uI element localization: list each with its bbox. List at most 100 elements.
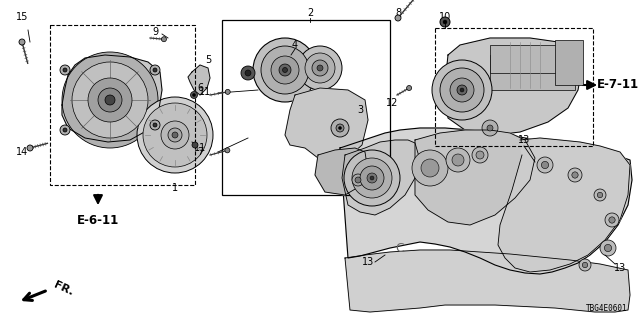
Circle shape — [421, 159, 439, 177]
Text: 10: 10 — [439, 12, 451, 22]
Circle shape — [191, 92, 198, 99]
Circle shape — [367, 173, 377, 183]
Text: 9: 9 — [152, 27, 158, 37]
Polygon shape — [315, 148, 367, 195]
Circle shape — [331, 119, 349, 137]
Bar — [490, 55, 575, 90]
Circle shape — [450, 78, 474, 102]
Circle shape — [579, 259, 591, 271]
Circle shape — [161, 121, 189, 149]
Circle shape — [253, 38, 317, 102]
Text: 2: 2 — [307, 8, 313, 18]
Circle shape — [360, 166, 384, 190]
Circle shape — [541, 161, 548, 169]
Circle shape — [98, 88, 122, 112]
Bar — [222, 20, 390, 195]
Circle shape — [355, 177, 361, 183]
Circle shape — [440, 17, 450, 27]
Circle shape — [63, 68, 67, 72]
Text: 5: 5 — [205, 55, 211, 65]
Circle shape — [137, 97, 213, 173]
Circle shape — [192, 142, 198, 148]
Circle shape — [168, 128, 182, 142]
Circle shape — [568, 168, 582, 182]
Polygon shape — [345, 250, 630, 312]
Circle shape — [604, 244, 612, 252]
Polygon shape — [415, 130, 535, 225]
Circle shape — [597, 192, 603, 198]
Circle shape — [150, 120, 160, 130]
Circle shape — [150, 65, 160, 75]
Circle shape — [161, 37, 166, 42]
Text: TBG4E0601: TBG4E0601 — [586, 304, 628, 313]
Circle shape — [62, 52, 158, 148]
Circle shape — [225, 89, 230, 94]
Polygon shape — [498, 138, 630, 272]
Text: 4: 4 — [292, 40, 298, 50]
Circle shape — [344, 150, 400, 206]
Circle shape — [298, 46, 342, 90]
Circle shape — [446, 148, 470, 172]
Circle shape — [482, 120, 498, 136]
Circle shape — [476, 151, 484, 159]
Circle shape — [336, 124, 344, 132]
Circle shape — [19, 39, 25, 45]
Text: 1: 1 — [172, 183, 178, 193]
Text: 7: 7 — [197, 147, 203, 157]
Circle shape — [282, 68, 287, 73]
Circle shape — [600, 240, 616, 256]
Text: 11: 11 — [194, 143, 206, 153]
Circle shape — [460, 88, 464, 92]
Circle shape — [27, 145, 33, 151]
Text: 8: 8 — [395, 8, 401, 18]
Text: E-6-11: E-6-11 — [77, 213, 119, 227]
Bar — [555, 40, 583, 85]
Text: C: C — [396, 242, 404, 254]
Text: 12: 12 — [386, 98, 398, 108]
Circle shape — [440, 68, 484, 112]
Text: 15: 15 — [16, 12, 28, 22]
Circle shape — [153, 123, 157, 127]
Circle shape — [241, 66, 255, 80]
Circle shape — [352, 158, 392, 198]
Circle shape — [72, 62, 148, 138]
Circle shape — [582, 262, 588, 268]
Circle shape — [537, 157, 553, 173]
Polygon shape — [342, 140, 420, 215]
Circle shape — [153, 68, 157, 72]
Circle shape — [312, 60, 328, 76]
Text: 13: 13 — [614, 263, 626, 273]
Circle shape — [60, 125, 70, 135]
Circle shape — [452, 154, 464, 166]
Circle shape — [443, 20, 447, 24]
Circle shape — [225, 148, 230, 153]
Circle shape — [395, 15, 401, 21]
Circle shape — [279, 64, 291, 76]
Text: 13: 13 — [362, 257, 374, 267]
Circle shape — [432, 60, 492, 120]
Circle shape — [457, 85, 467, 95]
Polygon shape — [188, 65, 210, 95]
Circle shape — [339, 126, 342, 130]
Text: 13: 13 — [518, 135, 530, 145]
Circle shape — [193, 93, 195, 97]
Polygon shape — [285, 88, 368, 165]
Text: FR.: FR. — [52, 280, 75, 298]
Text: 6: 6 — [197, 83, 203, 93]
Text: 3: 3 — [357, 105, 363, 115]
Circle shape — [572, 172, 578, 178]
Circle shape — [352, 174, 364, 186]
Circle shape — [88, 78, 132, 122]
Bar — [490, 45, 575, 73]
Circle shape — [406, 85, 412, 91]
Polygon shape — [445, 38, 582, 135]
Circle shape — [472, 147, 488, 163]
Circle shape — [271, 56, 299, 84]
Circle shape — [63, 128, 67, 132]
Circle shape — [605, 213, 619, 227]
Circle shape — [305, 53, 335, 83]
Circle shape — [317, 65, 323, 71]
Circle shape — [261, 46, 309, 94]
Circle shape — [609, 217, 615, 223]
Text: E-7-11: E-7-11 — [597, 78, 639, 92]
